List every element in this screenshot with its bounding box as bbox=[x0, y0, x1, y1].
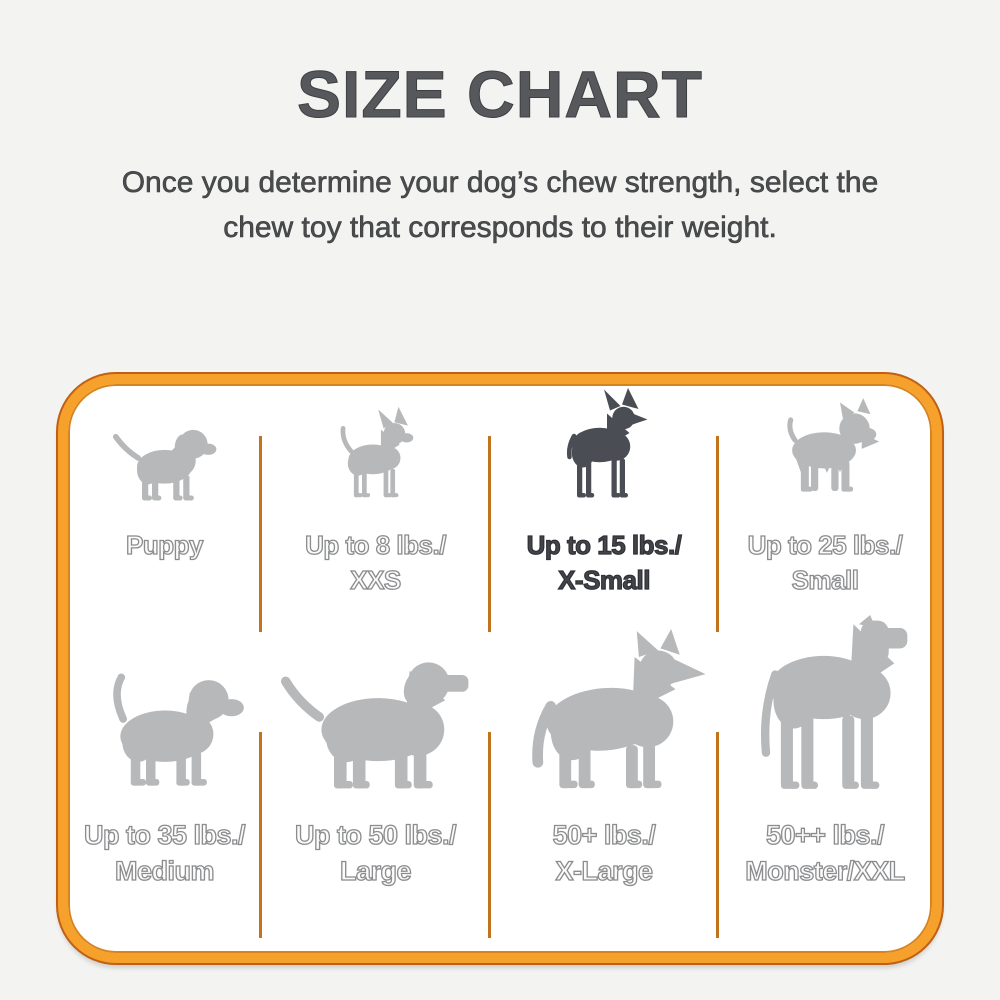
size-label: Up to 8 lbs./ XXS bbox=[304, 528, 447, 598]
size-label-line2: Medium bbox=[114, 855, 215, 886]
size-label: Up to 25 lbs./ Small bbox=[747, 528, 904, 598]
min-pin-icon bbox=[566, 388, 648, 498]
size-chart-page: { "page": { "title": "SIZE CHART", "subt… bbox=[0, 56, 1000, 1000]
subtitle: Once you determine your dog’s chew stren… bbox=[0, 160, 1000, 250]
size-cell-medium: Up to 35 lbs./ Medium bbox=[68, 631, 261, 953]
size-label-line2: Small bbox=[791, 564, 860, 595]
size-label-line2: X-Large bbox=[555, 855, 654, 886]
column-divider bbox=[259, 732, 262, 938]
size-label-line1: 50++ lbs./ bbox=[765, 819, 885, 850]
column-divider bbox=[716, 732, 719, 938]
size-label-line2: Monster/XXL bbox=[745, 855, 906, 886]
size-label-line2: XXS bbox=[350, 564, 402, 595]
size-label-line1: Up to 25 lbs./ bbox=[747, 529, 904, 560]
puppy-icon bbox=[112, 429, 217, 501]
size-label-line1: Puppy bbox=[125, 529, 204, 560]
size-label-line1: Up to 8 lbs./ bbox=[304, 529, 447, 560]
size-grid: Puppy bbox=[68, 384, 932, 953]
size-label: 50++ lbs./ Monster/XXL bbox=[745, 817, 906, 889]
labrador-icon bbox=[280, 662, 468, 789]
beagle-icon bbox=[112, 673, 244, 786]
size-cell-x-small: Up to 15 lbs./ X-Small bbox=[490, 384, 718, 631]
size-label: 50+ lbs./ X-Large bbox=[552, 817, 657, 889]
column-divider bbox=[716, 436, 719, 632]
size-label-line2: Large bbox=[339, 855, 412, 886]
page-title: SIZE CHART bbox=[297, 57, 703, 132]
column-divider bbox=[488, 732, 491, 938]
size-cell-large: Up to 50 lbs./ Large bbox=[261, 631, 490, 953]
size-cell-puppy: Puppy bbox=[68, 384, 261, 631]
column-divider bbox=[259, 436, 262, 632]
size-chart-panel: Puppy bbox=[58, 374, 942, 963]
size-label-line2: X-Small bbox=[557, 564, 651, 595]
terrier-icon bbox=[786, 398, 879, 492]
size-label-line1: 50+ lbs./ bbox=[552, 819, 657, 850]
chihuahua-icon bbox=[340, 406, 414, 498]
size-label-line1: Up to 15 lbs./ bbox=[526, 529, 683, 560]
subtitle-line-1: Once you determine your dog’s chew stren… bbox=[121, 166, 879, 200]
size-label-line1: Up to 35 lbs./ bbox=[83, 819, 246, 850]
size-label: Up to 15 lbs./ X-Small bbox=[526, 528, 683, 598]
size-label-line1: Up to 50 lbs./ bbox=[294, 819, 457, 850]
dog-image-area bbox=[718, 384, 932, 508]
column-divider bbox=[488, 436, 491, 632]
dog-image-area bbox=[718, 615, 932, 801]
size-cell-x-large: 50+ lbs./ X-Large bbox=[490, 629, 718, 953]
dog-image-area bbox=[490, 629, 718, 801]
size-label: Up to 50 lbs./ Large bbox=[294, 817, 457, 889]
size-label: Up to 35 lbs./ Medium bbox=[83, 817, 246, 889]
dog-image-area bbox=[68, 384, 261, 508]
size-cell-monster: 50++ lbs./ Monster/XXL bbox=[718, 615, 932, 953]
size-cell-small: Up to 25 lbs./ Small bbox=[718, 384, 932, 631]
dog-image-area bbox=[490, 384, 718, 508]
dog-image-area bbox=[261, 384, 490, 508]
cattle-dog-icon bbox=[531, 629, 706, 789]
size-cell-xxs: Up to 8 lbs./ XXS bbox=[261, 384, 490, 631]
great-dane-icon bbox=[760, 615, 907, 789]
size-label: Puppy bbox=[125, 528, 204, 563]
subtitle-line-2: chew toy that corresponds to their weigh… bbox=[223, 211, 777, 245]
dog-image-area bbox=[68, 631, 261, 801]
dog-image-area bbox=[261, 631, 490, 801]
